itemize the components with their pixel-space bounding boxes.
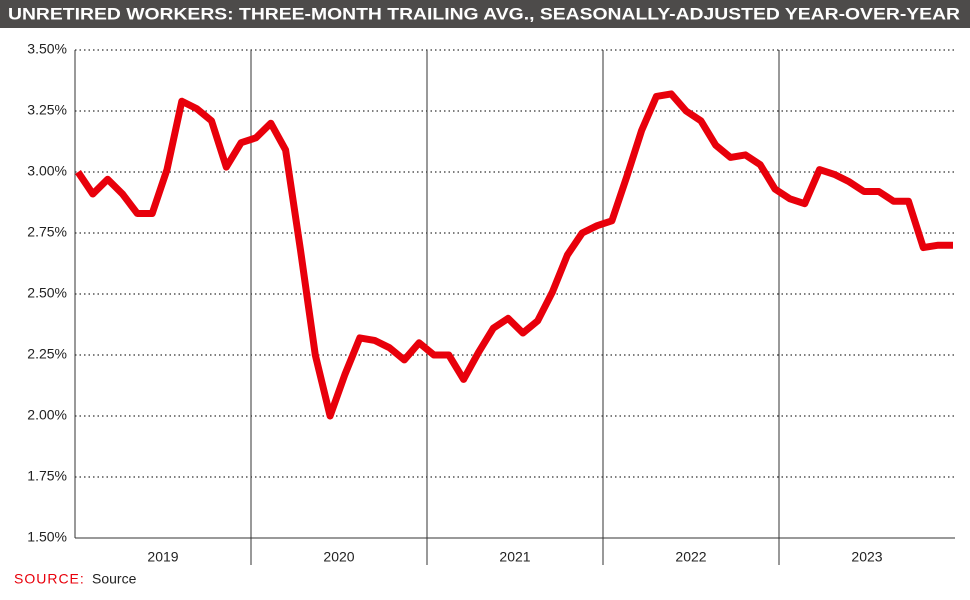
y-tick-label: 2.25% (27, 346, 67, 362)
x-tick-label: 2023 (851, 549, 882, 565)
y-tick-label: 2.75% (27, 224, 67, 240)
source-label: SOURCE: (14, 571, 85, 587)
y-tick-label: 3.25% (27, 102, 67, 118)
x-tick-label: 2022 (675, 549, 706, 565)
chart-title: UNRETIRED WORKERS: THREE-MONTH TRAILING … (8, 4, 960, 23)
x-tick-label: 2021 (499, 549, 530, 565)
x-tick-label: 2019 (147, 549, 178, 565)
y-tick-label: 3.00% (27, 163, 67, 179)
data-line (75, 90, 953, 420)
y-tick-label: 2.50% (27, 285, 67, 301)
y-tick-label: 1.50% (27, 529, 67, 545)
y-tick-label: 1.75% (27, 468, 67, 484)
y-tick-label: 2.00% (27, 407, 67, 423)
source: Source (92, 571, 137, 587)
x-tick-label: 2020 (323, 549, 354, 565)
y-tick-label: 3.50% (27, 41, 67, 57)
title-bar (0, 0, 970, 28)
